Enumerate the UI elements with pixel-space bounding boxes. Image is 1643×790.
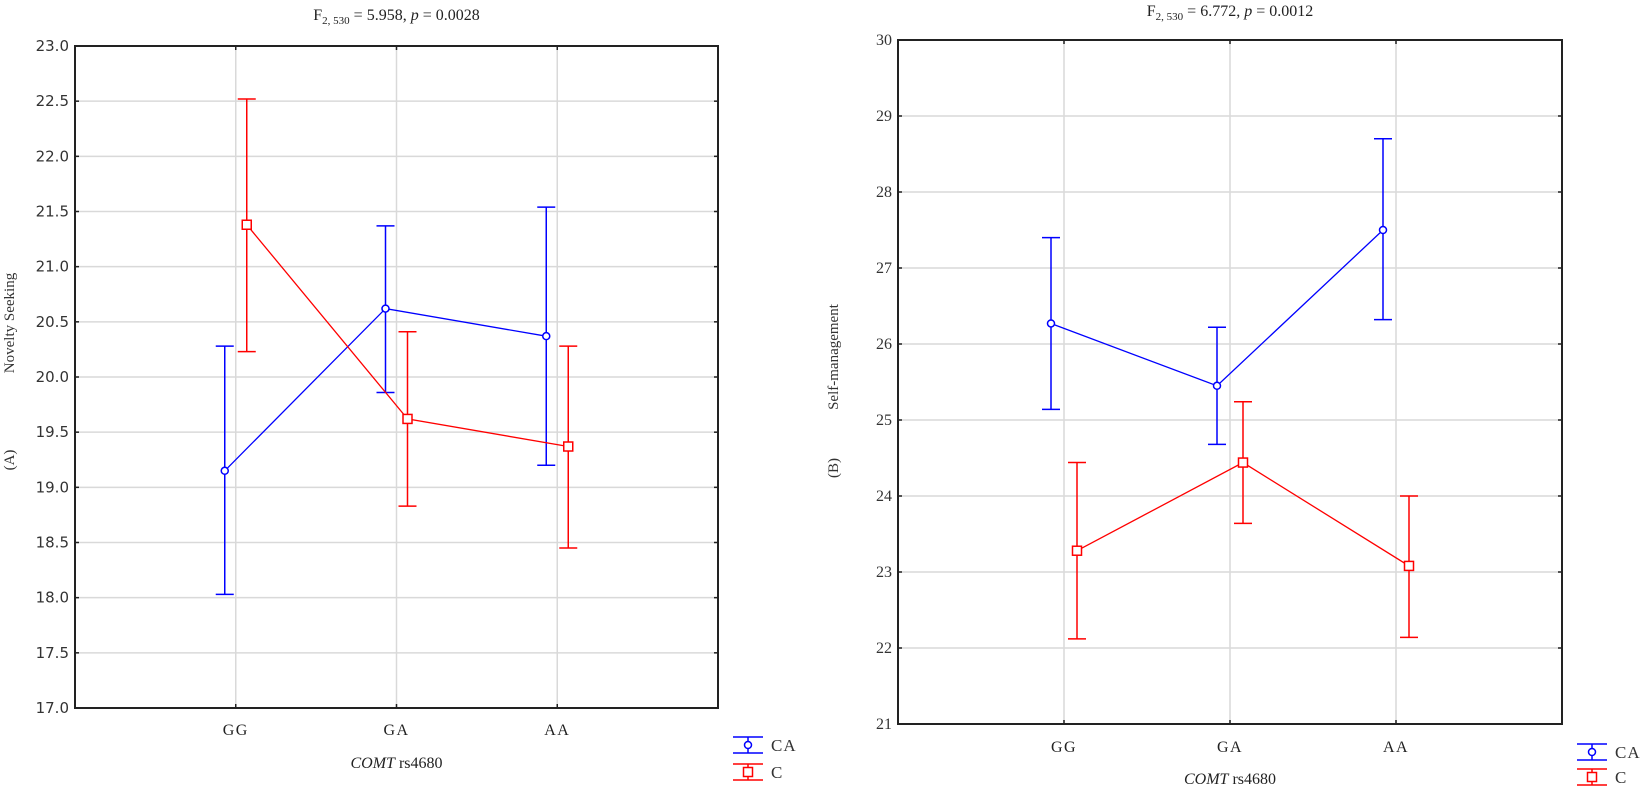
- y-tick-label: 21: [876, 716, 892, 733]
- series-c: [1068, 401, 1418, 640]
- y-tick-label: 23: [876, 564, 892, 581]
- chart-title: F2, 530 = 5.958, p = 0.0028: [313, 7, 479, 27]
- chart-title: F2, 530 = 6.772, p = 0.0012: [1147, 3, 1313, 23]
- plot-frame: [897, 39, 1563, 725]
- x-axis-label: COMT rs4680: [350, 755, 442, 772]
- title-f-value: = 5.958,: [350, 7, 411, 24]
- y-tick-label: 25: [876, 412, 892, 429]
- series-c: [237, 98, 578, 549]
- y-tick-label: 22.0: [36, 147, 69, 165]
- data-point: [1046, 319, 1056, 328]
- data-point: [1212, 381, 1222, 391]
- y-tick-label: 21.0: [36, 258, 69, 276]
- y-tick-label: 19.0: [36, 478, 69, 496]
- legend-label: CA: [771, 736, 797, 755]
- data-point: [220, 466, 229, 476]
- legend-item-c: C: [1577, 768, 1627, 787]
- title-p-value: = 0.0012: [1252, 3, 1313, 20]
- y-tick-label: 22.5: [36, 92, 69, 110]
- y-tick-label: 17.5: [36, 644, 69, 662]
- data-point: [1403, 560, 1415, 572]
- data-point: [542, 331, 551, 341]
- x-axis-label-snp: rs4680: [1228, 771, 1276, 788]
- x-tick-label: AA: [544, 722, 570, 739]
- y-tick-label: 22: [876, 640, 892, 657]
- data-point: [1378, 225, 1388, 235]
- data-point: [241, 219, 252, 230]
- title-subscript: 2, 530: [322, 15, 350, 27]
- title-p-value: = 0.0028: [419, 7, 480, 24]
- y-tick-label: 29: [876, 108, 892, 125]
- title-f: F: [1147, 3, 1156, 20]
- y-tick-label: 28: [876, 184, 892, 201]
- title-f-value: = 6.772,: [1183, 3, 1244, 20]
- title-subscript: 2, 530: [1156, 11, 1184, 23]
- data-point: [1237, 457, 1249, 468]
- y-tick-label: 26: [876, 336, 892, 353]
- legend-label: CA: [1615, 743, 1641, 762]
- panel-label: (B): [826, 458, 842, 478]
- series-ca: [1042, 138, 1392, 446]
- data-point: [381, 304, 390, 313]
- legend-marker-square-icon: [1586, 771, 1598, 783]
- y-tick-label: 30: [876, 32, 892, 49]
- legend-marker-circle-icon: [743, 740, 753, 750]
- y-axis-label: Self-management: [826, 303, 842, 410]
- y-axis-label: Novelty Seeking: [2, 272, 18, 373]
- legend-item-c: C: [733, 763, 783, 782]
- data-point: [1071, 545, 1083, 556]
- legend-item-ca: CA: [733, 736, 797, 755]
- data-point: [402, 413, 413, 425]
- y-tick-label: 27: [876, 260, 892, 277]
- title-p: p: [1243, 3, 1252, 20]
- legend-marker-circle-icon: [1587, 747, 1597, 757]
- y-tick-label: 24: [876, 488, 892, 505]
- plot-frame: [74, 45, 719, 709]
- series-ca: [215, 206, 556, 596]
- x-axis-label-gene: COMT: [1184, 771, 1230, 788]
- chart-panel-b: 21 22 23 24 25 26 27 28 29 30 GG GA AA F2, 530 = 6.77…: [826, 3, 1641, 788]
- legend-label: C: [771, 763, 783, 782]
- y-tick-label: 21.5: [36, 203, 69, 221]
- data-point: [563, 441, 574, 452]
- y-tick-label: 18.5: [36, 534, 69, 552]
- legend-marker-square-icon: [742, 766, 754, 778]
- x-tick-label: GA: [383, 722, 409, 739]
- x-axis-label-gene: COMT: [350, 755, 396, 772]
- x-axis-label-snp: rs4680: [395, 755, 443, 772]
- x-tick-label: GG: [223, 722, 249, 739]
- x-tick-label: GG: [1051, 739, 1077, 756]
- title-f: F: [313, 7, 322, 24]
- chart-panel-a: 17.0 17.5 18.0 18.5 19.0 19.5 20.0 20.5 21.0 21.5…: [2, 7, 797, 782]
- legend-label: C: [1615, 768, 1627, 787]
- y-tick-label: 23.0: [36, 37, 69, 55]
- x-tick-label: AA: [1383, 739, 1409, 756]
- y-tick-label: 18.0: [36, 589, 69, 607]
- y-tick-label: 20.5: [36, 313, 69, 331]
- x-tick-label: GA: [1217, 739, 1243, 756]
- y-tick-label: 19.5: [36, 423, 69, 441]
- y-tick-label: 17.0: [36, 699, 69, 717]
- panel-label: (A): [2, 450, 18, 471]
- title-p: p: [410, 7, 419, 24]
- legend-item-ca: CA: [1577, 743, 1641, 762]
- y-tick-label: 20.0: [36, 368, 69, 386]
- x-axis-label: COMT rs4680: [1184, 771, 1276, 788]
